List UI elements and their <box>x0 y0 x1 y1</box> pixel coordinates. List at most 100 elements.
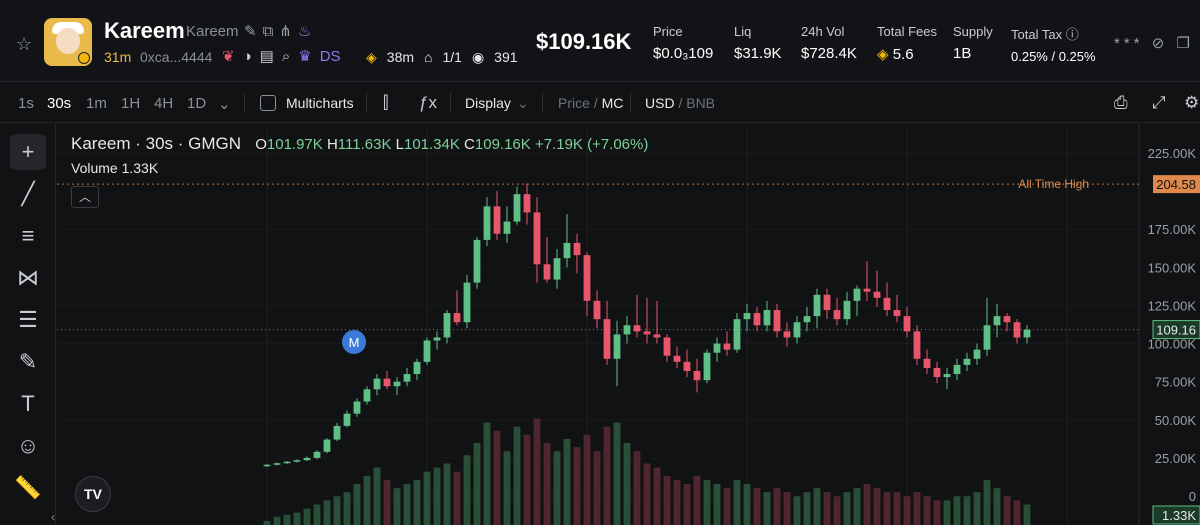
timeframe-4h[interactable]: 4H <box>154 95 174 112</box>
candle-body <box>933 367 941 378</box>
timeframe-30s[interactable]: 30s <box>47 95 72 112</box>
volume-bar <box>273 516 281 525</box>
price-tick-label: 175.00K <box>1148 222 1197 237</box>
multicharts-checkbox[interactable] <box>260 95 276 111</box>
volume-bar <box>893 492 901 525</box>
screenshot-camera-icon[interactable]: ⎙ <box>1114 93 1128 112</box>
candle-body <box>573 242 581 256</box>
token-header: ☆ Kareem Kareem ✎⧉⋔♨ 31m 0xca...4444 ❦ ◑ ▤… <box>0 0 1200 82</box>
volume-bar <box>563 438 571 525</box>
timeframe-1s[interactable]: 1s <box>18 95 34 112</box>
bnb-toggle[interactable]: BNB <box>686 95 716 111</box>
volume-bar <box>723 488 731 525</box>
migration-marker <box>342 330 366 354</box>
display-dropdown-icon[interactable]: ⌄ <box>517 95 529 111</box>
text-tool-icon[interactable]: T <box>21 391 35 416</box>
candle-body <box>433 337 441 341</box>
candle-body <box>913 331 921 359</box>
horizontal-lines-tool-icon[interactable]: ≡ <box>21 223 35 248</box>
token-subname: Kareem <box>186 23 239 40</box>
timeframe-1m[interactable]: 1m <box>86 95 107 112</box>
volume-bar <box>783 492 791 525</box>
help-icon[interactable]: ⓘ <box>1065 27 1079 42</box>
ath-price-tag <box>1153 175 1200 194</box>
candle-type-icon[interactable]: ⫿ <box>383 93 389 112</box>
migration-marker-label: M <box>349 335 360 350</box>
candle-body <box>853 288 861 301</box>
crown-icon[interactable]: ♛ <box>298 48 312 65</box>
candle-body <box>843 300 851 320</box>
volume-bar <box>923 496 931 525</box>
candle-body <box>763 310 771 326</box>
hide-eye-icon[interactable]: ⊘ <box>1151 35 1169 52</box>
volume-bar <box>983 479 991 525</box>
bnb-icon: ◈ <box>366 49 377 65</box>
copy-window-icon[interactable]: ❐ <box>1176 35 1194 52</box>
crosshair-tool-icon[interactable]: + <box>10 134 46 170</box>
candlestick-chart[interactable]: 225.00K 175.00K 150.00K 125.00K 100.00K 75.00… <box>57 124 1200 525</box>
volume-bar <box>443 463 451 525</box>
price-chart[interactable]: 225.00K 175.00K 150.00K 125.00K 100.00K 75.00… <box>51 124 1200 525</box>
volume-bar <box>793 496 801 525</box>
volume-tag-value: 1.33K <box>1162 508 1196 523</box>
note-icon[interactable]: ▤ <box>259 48 274 65</box>
search-icon[interactable]: ⌕ <box>281 48 291 65</box>
chevron-left-icon[interactable]: ‹ <box>51 510 55 524</box>
candle-body <box>683 361 691 371</box>
contract-address[interactable]: 0xca...4444 <box>140 49 213 65</box>
volume-bar <box>603 426 611 525</box>
settings-gear-icon[interactable]: ⚙ <box>1184 93 1200 112</box>
candle-body <box>563 242 571 259</box>
volume-bar <box>833 496 841 525</box>
stat-total-fees: Total Fees ◈ 5.6 <box>877 24 937 63</box>
timeframe-dropdown-icon[interactable]: ⌄ <box>218 96 231 113</box>
emoji-tool-icon[interactable]: ☺ <box>16 433 40 458</box>
drawing-toolbar: + ╱ ≡ ⋈ ☰ ✎ T ☺ 📏 <box>0 124 56 525</box>
candle-body <box>553 258 561 280</box>
price-toggle[interactable]: Price <box>558 95 590 111</box>
ds-label[interactable]: DS <box>319 48 341 65</box>
volume-bar <box>1023 504 1031 525</box>
fullscreen-icon[interactable]: ⤢ <box>1152 93 1166 112</box>
candle-body <box>1003 316 1011 323</box>
timeframe-1h[interactable]: 1H <box>121 95 141 112</box>
pattern-tool-icon[interactable]: ⋈ <box>17 265 39 290</box>
candle-body <box>493 206 501 234</box>
stat-total-tax: Total Tax ⓘ 0.25% / 0.25% <box>1011 27 1096 64</box>
mc-toggle[interactable]: MC <box>601 95 624 111</box>
legend-change: +7.19K (+7.06%) <box>534 136 649 153</box>
timeframe-1d[interactable]: 1D <box>187 95 207 112</box>
indicators-icon[interactable]: ƒx <box>419 93 437 112</box>
brush-tool-icon[interactable]: ✎ <box>18 349 38 374</box>
candle-body <box>593 300 601 320</box>
edit-icon[interactable]: ✎ <box>244 23 263 40</box>
collapse-legend-button[interactable]: ︿ <box>71 186 99 208</box>
chart-icon[interactable]: ◑ <box>242 48 252 65</box>
volume-bar <box>853 488 861 525</box>
volume-bar <box>383 479 391 525</box>
trend-line-tool-icon[interactable]: ╱ <box>21 181 35 206</box>
candle-body <box>313 451 321 458</box>
volume-bar <box>763 492 771 525</box>
volume-bar <box>823 492 831 525</box>
share-icon[interactable]: ⋔ <box>279 23 298 40</box>
copy-icon[interactable]: ⧉ <box>262 23 280 40</box>
candle-body <box>963 358 971 365</box>
candle-body <box>373 378 381 390</box>
tradingview-logo[interactable]: TV <box>75 476 111 512</box>
favorite-star-icon[interactable]: ☆ <box>16 34 33 54</box>
current-price-tag <box>1152 320 1200 340</box>
candle-body <box>773 310 781 332</box>
volume-bar <box>753 488 761 525</box>
ruler-tool-icon[interactable]: 📏 <box>14 475 42 500</box>
candle-body <box>523 194 531 213</box>
volume-bar <box>583 434 591 525</box>
usd-toggle[interactable]: USD <box>645 95 675 111</box>
fib-tool-icon[interactable]: ☰ <box>18 307 38 332</box>
display-button[interactable]: Display <box>465 95 511 111</box>
candle-body <box>363 389 371 402</box>
feather-icon[interactable]: ❦ <box>222 48 235 65</box>
multicharts-label[interactable]: Multicharts <box>286 95 354 111</box>
candle-body <box>703 352 711 381</box>
candle-body <box>303 457 311 461</box>
